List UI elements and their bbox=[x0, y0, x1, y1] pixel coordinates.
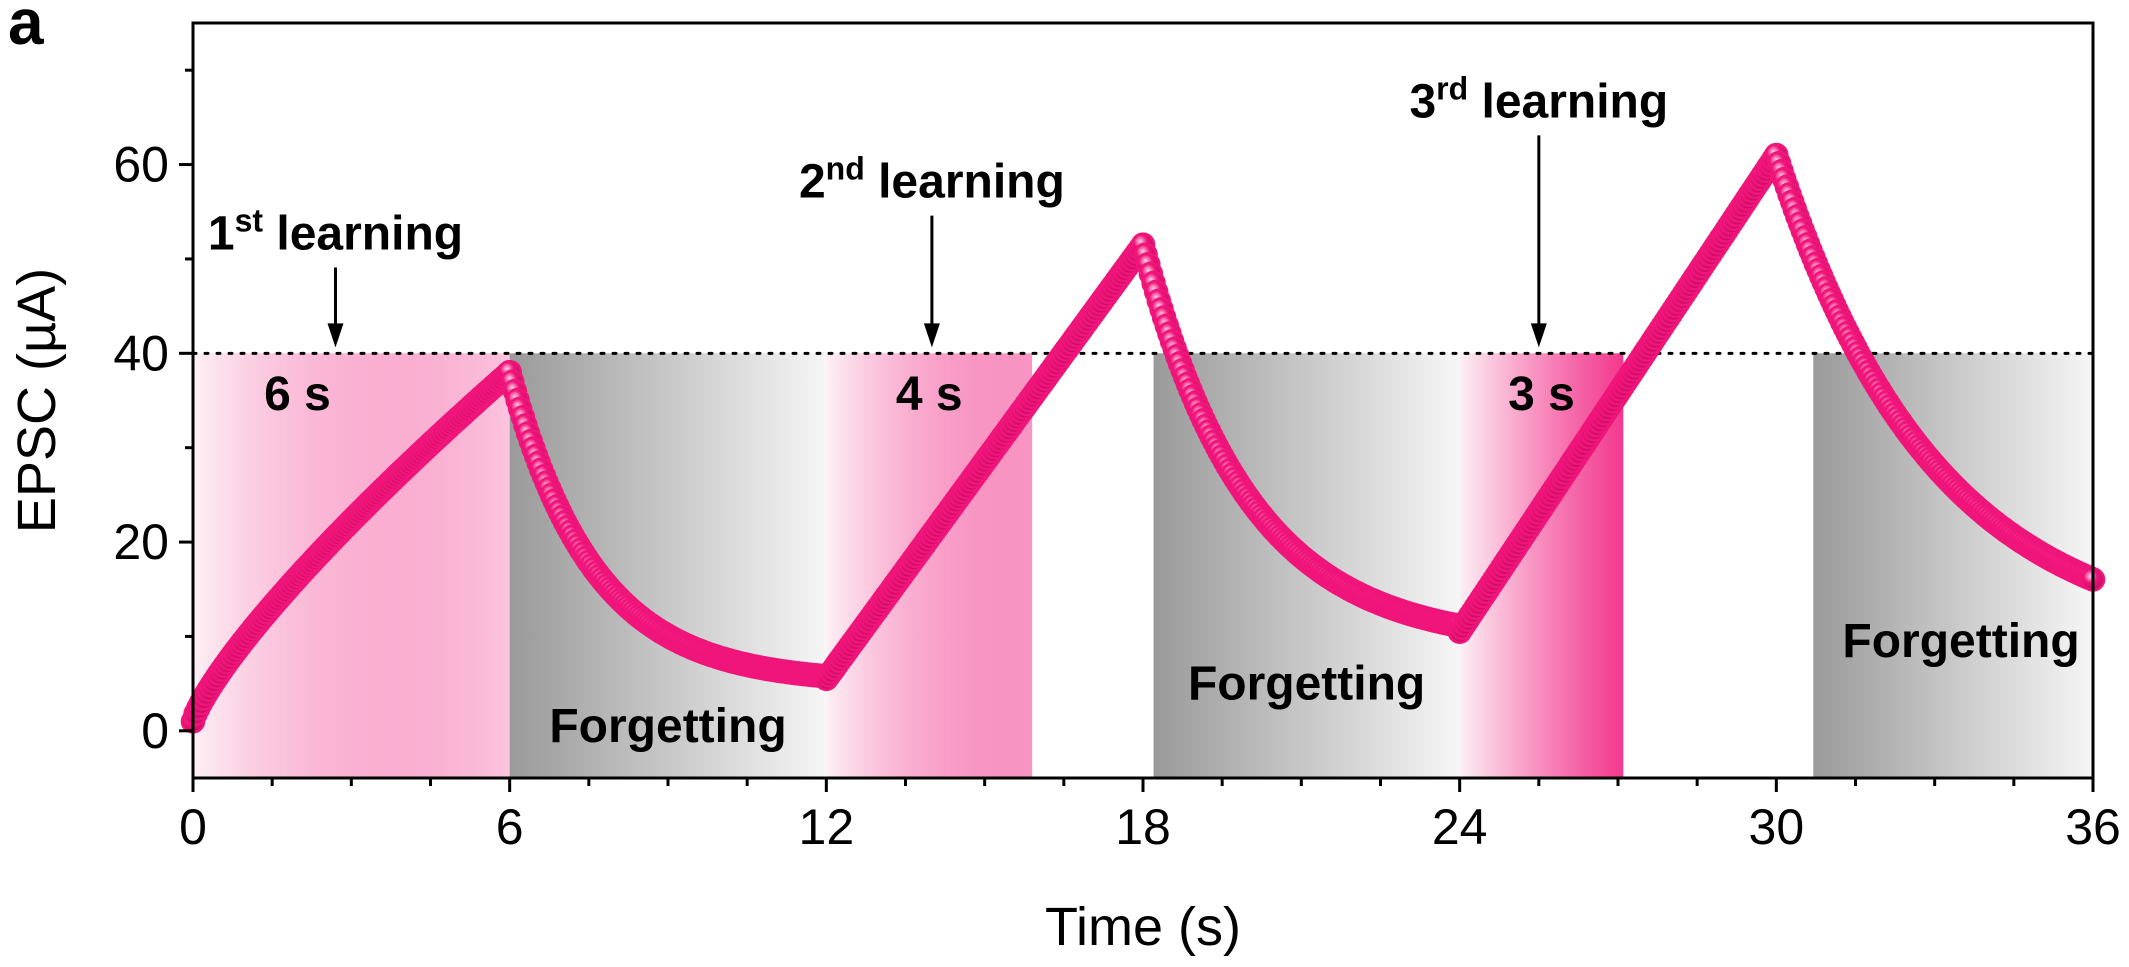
annotation-arrow-head bbox=[1530, 323, 1547, 348]
annotation-arrow-head bbox=[327, 323, 344, 348]
x-tick-label: 30 bbox=[1749, 799, 1805, 855]
x-tick-label: 18 bbox=[1115, 799, 1171, 855]
y-tick-label: 40 bbox=[113, 325, 169, 381]
x-tick-label: 6 bbox=[496, 799, 524, 855]
x-tick-label: 12 bbox=[799, 799, 855, 855]
learning-annotation: 1st learning bbox=[208, 203, 463, 261]
data-markers bbox=[180, 142, 2106, 734]
learning-duration-label: 6 s bbox=[264, 368, 331, 421]
forgetting-label: Forgetting bbox=[549, 700, 786, 753]
x-axis-label: Time (s) bbox=[1045, 897, 1241, 957]
axis-ticks bbox=[179, 68, 2095, 792]
shaded-regions bbox=[193, 353, 2093, 778]
x-tick-label: 24 bbox=[1432, 799, 1488, 855]
forgetting-label: Forgetting bbox=[1188, 658, 1425, 711]
panel-label: a bbox=[8, 0, 44, 58]
chart-texts: 0 6 12 18 24 30 36 0 20 40 60 Time (s) EPSC (µA) a 1st… bbox=[7, 0, 2121, 957]
forgetting-region bbox=[509, 353, 827, 778]
learning-annotation: 2nd learning bbox=[799, 151, 1065, 209]
y-tick-label: 0 bbox=[141, 703, 169, 759]
y-tick-label: 20 bbox=[113, 514, 169, 570]
learning-annotation: 3rd learning bbox=[1409, 70, 1668, 128]
y-axis-label: EPSC (µA) bbox=[7, 268, 67, 533]
y-tick-label: 60 bbox=[113, 137, 169, 193]
learning-duration-label: 4 s bbox=[896, 368, 963, 421]
forgetting-label: Forgetting bbox=[1842, 615, 2079, 668]
annotation-arrow-head bbox=[923, 323, 940, 348]
learning-duration-label: 3 s bbox=[1508, 368, 1575, 421]
x-tick-label: 0 bbox=[179, 799, 207, 855]
x-tick-label: 36 bbox=[2065, 799, 2121, 855]
